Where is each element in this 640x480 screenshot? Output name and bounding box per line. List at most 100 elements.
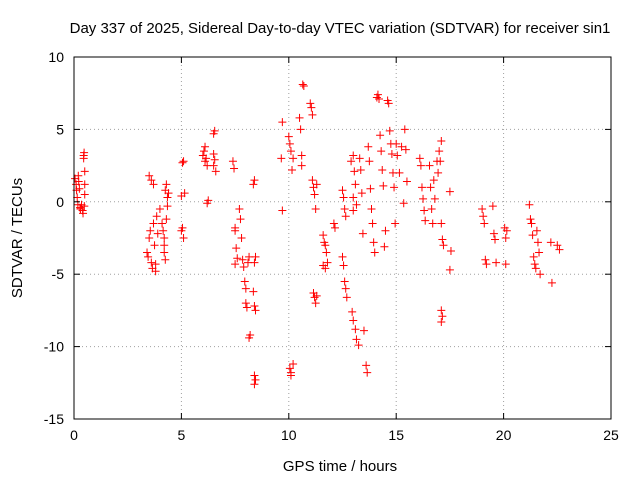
data-point: [338, 252, 347, 261]
y-tick-label: -15: [44, 411, 64, 427]
data-point: [311, 205, 320, 214]
data-point: [308, 176, 317, 185]
data-point: [369, 238, 378, 247]
data-point: [160, 234, 169, 242]
data-point: [384, 99, 393, 108]
data-point: [79, 154, 88, 163]
plot-frame: [73, 56, 612, 420]
data-point: [163, 193, 172, 202]
data-point: [307, 103, 316, 112]
data-point: [250, 380, 259, 389]
data-point: [502, 226, 511, 235]
data-point: [367, 205, 376, 214]
data-point: [349, 151, 358, 160]
data-point: [400, 125, 409, 134]
data-point: [278, 206, 287, 215]
data-point: [355, 154, 364, 163]
data-point: [286, 147, 295, 156]
data-point: [438, 312, 447, 321]
data-point: [351, 325, 360, 334]
data-point: [349, 193, 358, 202]
data-point: [233, 254, 242, 263]
data-point: [240, 277, 249, 286]
data-point: [245, 333, 254, 342]
data-point: [437, 317, 446, 326]
data-point: [530, 260, 539, 269]
data-point: [149, 180, 158, 189]
data-point: [162, 215, 171, 224]
data-point: [532, 226, 541, 235]
data-point: [231, 226, 240, 235]
data-point: [417, 183, 426, 192]
data-point: [481, 255, 490, 264]
data-point: [357, 189, 366, 198]
data-point: [446, 247, 455, 256]
data-point: [162, 180, 171, 189]
data-point: [436, 157, 445, 166]
data-point: [482, 260, 491, 269]
data-point: [533, 238, 542, 247]
data-point: [239, 262, 248, 271]
data-point: [74, 177, 83, 186]
data-point: [378, 165, 387, 174]
data-point: [321, 241, 330, 250]
data-point: [147, 258, 156, 267]
data-point: [479, 212, 488, 221]
data-point: [492, 258, 501, 267]
data-point: [358, 229, 367, 238]
data-point: [546, 238, 555, 247]
grid-lines: [74, 57, 611, 419]
data-point: [379, 181, 388, 190]
data-point: [145, 171, 154, 180]
data-point: [445, 187, 454, 196]
data-point: [341, 284, 350, 293]
data-points: [71, 80, 564, 389]
data-point: [354, 341, 363, 350]
data-point: [419, 194, 428, 203]
data-point: [80, 202, 89, 211]
data-point: [250, 258, 259, 267]
data-point: [299, 81, 308, 90]
data-point: [179, 234, 188, 242]
y-tick-label: 5: [56, 121, 64, 137]
data-point: [144, 252, 153, 261]
data-point: [209, 161, 218, 170]
data-point: [250, 302, 259, 311]
data-point: [399, 199, 408, 208]
data-point: [241, 299, 250, 308]
data-point: [397, 142, 406, 151]
data-point: [250, 176, 259, 185]
data-point: [319, 261, 328, 270]
data-point: [373, 90, 382, 99]
data-point: [435, 147, 444, 156]
data-point: [392, 139, 401, 148]
data-point: [199, 147, 208, 156]
data-point: [249, 180, 258, 189]
data-point: [151, 267, 160, 276]
data-point: [348, 307, 357, 316]
data-point: [236, 215, 245, 224]
data-point: [401, 145, 410, 154]
data-point: [179, 157, 188, 166]
data-point: [277, 154, 286, 163]
data-point: [478, 205, 487, 214]
data-point: [210, 126, 219, 135]
data-point: [158, 219, 167, 228]
data-point: [306, 99, 315, 108]
data-point: [363, 368, 372, 377]
data-point: [416, 161, 425, 170]
data-point: [376, 131, 385, 140]
data-point: [381, 226, 390, 235]
data-point: [368, 219, 377, 228]
data-point: [380, 242, 389, 251]
data-point: [237, 234, 246, 242]
data-point: [250, 371, 259, 380]
data-point: [153, 229, 162, 238]
data-point: [536, 270, 545, 279]
x-tick-label: 25: [603, 427, 619, 443]
data-point: [415, 154, 424, 163]
data-point: [160, 248, 169, 257]
data-point: [232, 244, 241, 253]
data-point: [402, 177, 411, 186]
